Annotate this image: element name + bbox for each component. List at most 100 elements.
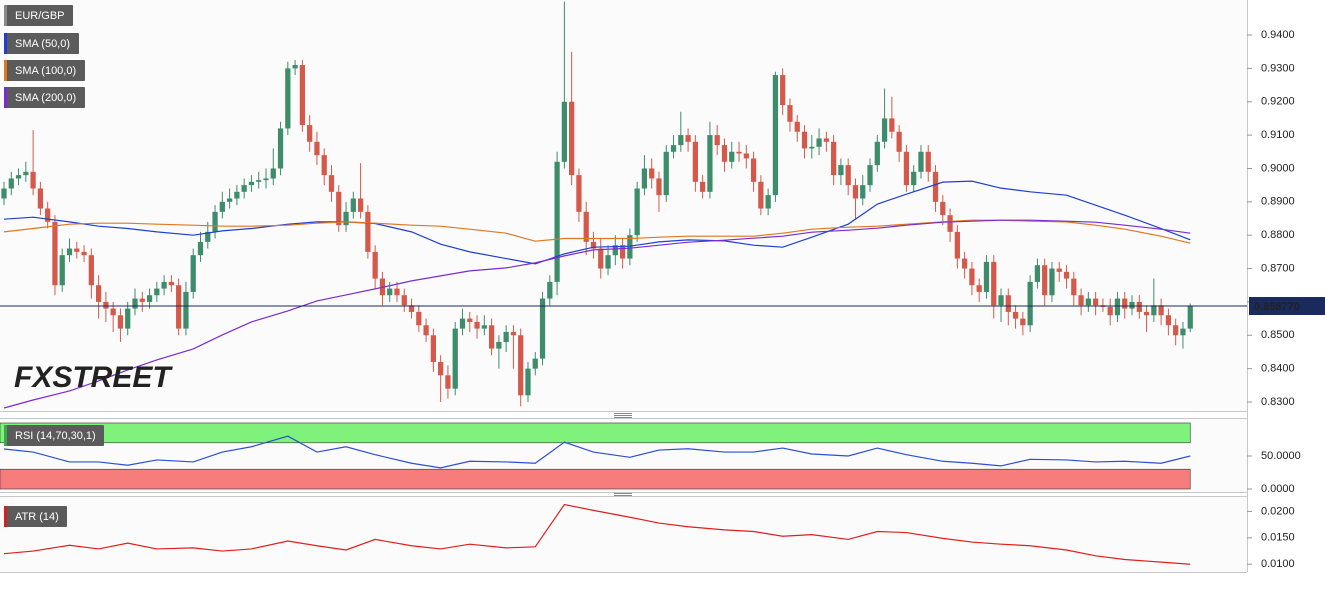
legend-box	[4, 60, 85, 81]
candle-body	[707, 135, 713, 192]
y-tick-label: 0.9400	[1261, 29, 1295, 41]
y-tick-label: 0.8400	[1261, 363, 1295, 375]
legend-swatch	[4, 425, 7, 446]
watermark: FX	[14, 361, 54, 394]
candle-body	[401, 295, 407, 306]
candle-body	[350, 198, 356, 212]
legend-swatch	[4, 506, 7, 527]
overlay: 0.83000.84000.85000.86000.87000.88000.89…	[4, 5, 1325, 570]
y-tick-label: 0.0200	[1261, 505, 1295, 517]
candle-body	[110, 308, 116, 316]
candle-body	[1180, 328, 1186, 336]
candle-body	[1136, 301, 1142, 312]
candle-body	[780, 75, 786, 106]
candle-body	[918, 151, 924, 172]
candle-body	[1173, 325, 1179, 336]
candle-body	[212, 211, 218, 232]
candle-body	[1129, 301, 1135, 309]
candle-body	[336, 191, 342, 226]
candle-body	[372, 251, 378, 279]
candle-body	[627, 235, 633, 259]
candle-body	[226, 198, 233, 202]
candle-body	[248, 181, 255, 186]
candle-body	[801, 131, 808, 149]
resize-handles[interactable]	[614, 413, 632, 496]
legend-swatch	[4, 87, 7, 108]
candle-body	[66, 248, 73, 256]
candle-body	[285, 68, 291, 129]
candle-body	[911, 171, 917, 186]
candle-body	[1158, 305, 1164, 316]
candle-body	[758, 181, 764, 209]
candle-body	[81, 251, 87, 256]
candle-body	[794, 121, 800, 132]
candle-body	[459, 318, 466, 329]
candle-body	[1165, 315, 1172, 326]
y-tick-label: 0.8500	[1261, 329, 1295, 341]
candle-body	[983, 261, 990, 292]
rsi-band	[0, 422, 1191, 444]
rsi-band	[0, 468, 1191, 490]
candle-body	[1122, 298, 1128, 309]
legend-item: SMA (200,0)	[4, 87, 85, 108]
candle-body	[481, 325, 487, 329]
candle-body	[619, 245, 626, 259]
legend-label: SMA (50,0)	[15, 38, 70, 50]
candle-body	[947, 215, 953, 232]
legend-swatch	[4, 60, 7, 81]
legend-box	[4, 33, 79, 54]
candle-body	[852, 185, 859, 199]
candle-body	[576, 175, 582, 212]
legend-box	[4, 87, 85, 108]
candle-body	[452, 328, 458, 389]
candle-body	[430, 335, 436, 362]
candle-body	[277, 128, 284, 169]
legend-label: RSI (14,70,30,1)	[15, 430, 96, 442]
y-tick-label: 0.9300	[1261, 62, 1295, 74]
candle-body	[889, 118, 895, 132]
marks	[0, 1, 1247, 565]
candle-body	[256, 180, 262, 182]
candle-body	[161, 281, 167, 289]
candle-body	[263, 178, 269, 181]
candle-body	[700, 181, 706, 192]
candle-body	[525, 368, 531, 396]
legend-swatch	[4, 33, 7, 54]
candle-body	[590, 241, 597, 249]
candle-body	[612, 245, 618, 256]
legend-box	[4, 5, 73, 26]
candle-body	[8, 178, 14, 189]
candle-body	[357, 198, 364, 212]
candle-body	[270, 168, 276, 179]
candle-body	[685, 135, 691, 142]
last-price-box	[1249, 297, 1325, 316]
candle-body	[670, 145, 677, 152]
candle-body	[809, 146, 815, 149]
candle-body	[146, 295, 153, 302]
candle-body	[569, 101, 575, 176]
candle-body	[867, 165, 873, 186]
candle-body	[539, 298, 546, 359]
indicator-line	[3, 435, 1191, 469]
candle-body	[1063, 271, 1070, 279]
candle-body	[510, 331, 517, 336]
candle-body	[74, 248, 80, 252]
legend-item: SMA (100,0)	[4, 60, 85, 81]
candle-body	[1, 188, 7, 199]
candle-body	[554, 161, 560, 282]
candle-body	[30, 171, 36, 189]
candle-body	[598, 248, 604, 269]
candle-body	[445, 375, 451, 389]
candle-body	[168, 281, 175, 286]
candle-body	[45, 208, 51, 222]
candle-body	[787, 105, 793, 122]
candle-body	[663, 151, 669, 196]
legend-label: SMA (200,0)	[15, 92, 76, 104]
candle-body	[176, 285, 182, 329]
watermark: STREET	[52, 361, 173, 394]
candle-body	[1187, 306, 1193, 329]
candle-body	[860, 185, 866, 199]
candle-body	[474, 321, 480, 329]
candle-body	[154, 288, 160, 296]
